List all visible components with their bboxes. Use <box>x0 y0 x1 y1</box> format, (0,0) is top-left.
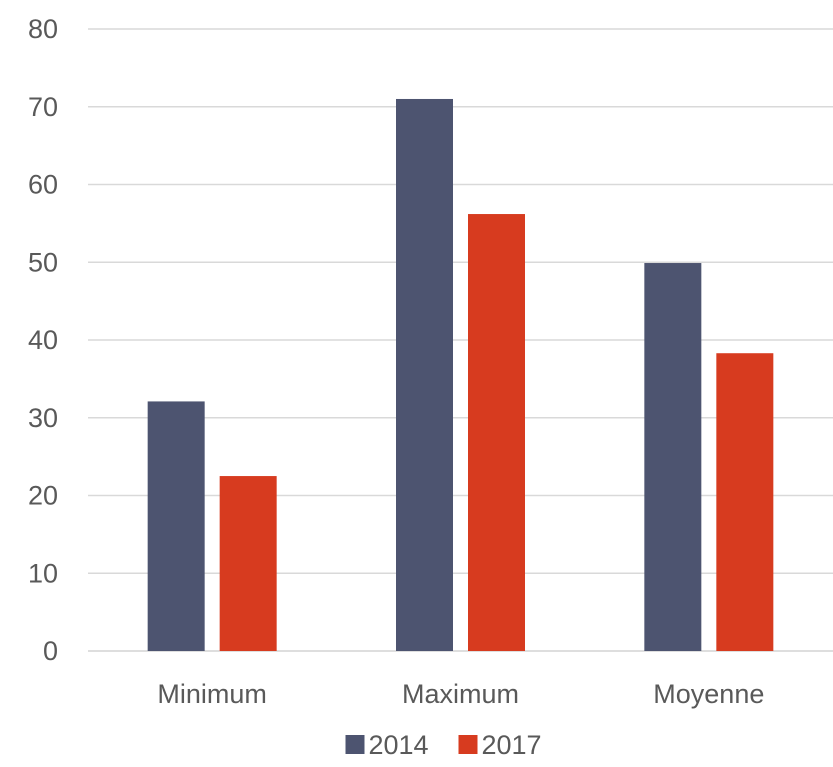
legend: 2014 2017 <box>345 730 542 760</box>
bar-moyenne-2014 <box>644 263 702 651</box>
bar-maximum-2014 <box>396 98 453 652</box>
x-category-label: Maximum <box>402 679 519 709</box>
legend-label: 2017 <box>482 730 542 760</box>
legend-swatch-2014 <box>345 735 365 754</box>
y-tick-label: 30 <box>28 403 58 433</box>
y-tick-label: 0 <box>43 636 58 666</box>
y-tick-label: 10 <box>28 558 58 588</box>
bar-maximum-2017 <box>468 214 525 652</box>
y-tick-label: 40 <box>28 325 58 355</box>
legend-swatch-2017 <box>458 735 478 754</box>
y-tick-label: 60 <box>28 170 58 200</box>
x-category-label: Moyenne <box>653 679 764 709</box>
bar-moyenne-2017 <box>716 353 774 651</box>
legend-label: 2014 <box>369 730 429 760</box>
y-tick-label: 70 <box>28 92 58 122</box>
y-tick-label: 20 <box>28 481 58 511</box>
gridlines <box>88 28 833 652</box>
bar-minimum-2017 <box>219 476 277 651</box>
y-tick-label: 80 <box>28 14 58 44</box>
x-axis-categories: Minimum Maximum Moyenne <box>157 679 764 709</box>
bars <box>147 98 774 652</box>
y-axis-ticks: 0 10 20 30 40 50 60 70 80 <box>28 14 58 666</box>
x-category-label: Minimum <box>157 679 267 709</box>
y-tick-label: 50 <box>28 247 58 277</box>
bar-minimum-2014 <box>147 401 205 651</box>
